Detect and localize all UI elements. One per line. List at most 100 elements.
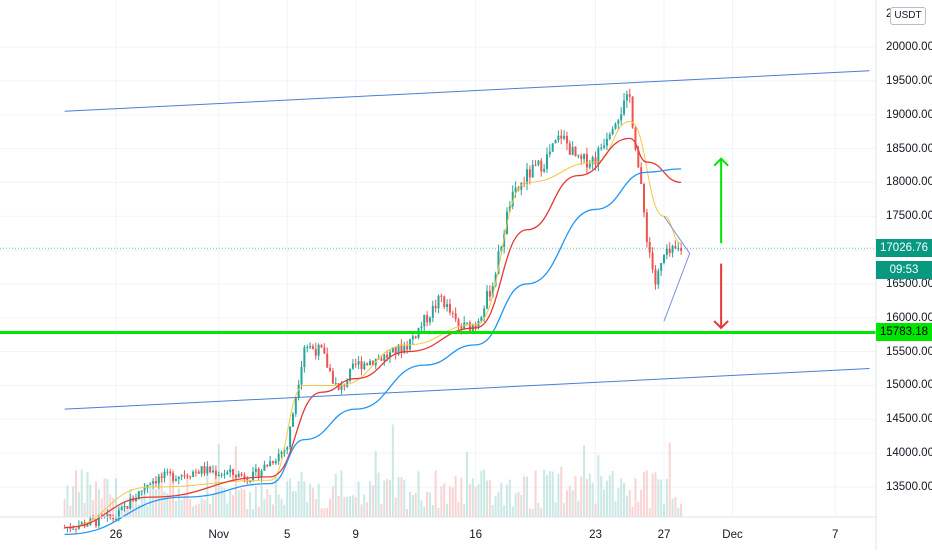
volume-bar	[571, 490, 574, 517]
volume-bar	[480, 470, 483, 517]
candle-body	[189, 476, 192, 478]
candle-body	[169, 471, 172, 474]
candle-body	[545, 154, 548, 169]
candle-body	[428, 317, 431, 323]
y-tick-label: 14000.00	[886, 447, 932, 460]
volume-bar	[309, 483, 312, 517]
candle-body	[394, 347, 397, 355]
candle-body	[457, 319, 460, 327]
currency-selector[interactable]: USDT	[890, 7, 926, 25]
candle-body	[311, 346, 314, 349]
volume-bar	[443, 483, 446, 517]
volume-bar	[77, 492, 80, 517]
volume-bar	[437, 508, 440, 517]
candle-body	[106, 514, 109, 518]
volume-bar	[357, 481, 360, 517]
volume-bar	[132, 494, 135, 517]
y-tick-label: 19500.00	[886, 74, 932, 87]
volume-bar	[183, 493, 186, 517]
volume-bar	[246, 508, 249, 517]
candle-body	[577, 155, 580, 157]
volume-bar	[551, 471, 554, 517]
moving-average-line	[64, 168, 682, 536]
candle-body	[240, 473, 243, 476]
volume-bar	[506, 484, 509, 517]
candle-body	[571, 146, 574, 155]
candle-body	[454, 313, 457, 320]
volume-bar	[280, 498, 283, 517]
volume-bar	[463, 504, 466, 517]
volume-bar	[209, 503, 212, 517]
candle-body	[448, 304, 451, 313]
volume-bar	[217, 444, 220, 517]
candle-body	[263, 464, 266, 471]
candle-body	[537, 160, 540, 165]
candle-body	[269, 461, 272, 467]
candle-body	[631, 96, 634, 128]
volume-bar	[226, 503, 229, 517]
candle-body	[77, 525, 80, 529]
volume-bar	[406, 508, 409, 517]
volume-bar	[585, 478, 588, 517]
volume-bar	[454, 476, 457, 517]
grid	[0, 0, 876, 517]
volume-bar	[594, 503, 597, 517]
volume-bar	[474, 487, 477, 517]
volume-bar	[277, 494, 280, 517]
candle-body	[349, 368, 352, 381]
volume-bar	[420, 500, 423, 517]
candle-body	[72, 528, 75, 530]
volume-bar	[645, 470, 648, 517]
volume-bar	[371, 485, 374, 517]
candle-body	[129, 498, 132, 509]
volume-bar	[291, 490, 294, 517]
candle-body	[334, 383, 337, 385]
volume-bar	[614, 501, 617, 517]
volume-bar	[180, 499, 183, 517]
volume-bar	[360, 504, 363, 517]
candle-body	[411, 336, 414, 340]
candle-body	[423, 315, 426, 327]
volume-bar	[303, 481, 306, 517]
volume-bar	[223, 487, 226, 517]
volume-bar	[266, 489, 269, 517]
volume-bar	[608, 475, 611, 517]
candle-body	[220, 474, 223, 476]
volume-bar	[263, 499, 266, 517]
candle-body	[397, 344, 400, 355]
candle-body	[257, 468, 260, 478]
candle-body	[585, 154, 588, 168]
candle-body	[163, 471, 166, 479]
candle-body	[252, 471, 254, 481]
volume-bar	[115, 478, 117, 517]
volume-bar	[651, 473, 654, 517]
volume-bar	[337, 495, 340, 517]
candle-body	[297, 384, 300, 398]
candle-body	[554, 140, 557, 144]
candle-body	[434, 305, 437, 309]
candle-body	[357, 361, 360, 365]
candle-body	[194, 471, 197, 473]
volume-bar	[237, 490, 240, 517]
volume-bar	[411, 494, 414, 517]
x-tick-label: 9	[352, 529, 359, 541]
candle-body	[500, 246, 503, 252]
volume-bar	[89, 484, 92, 517]
volume-bar	[671, 498, 674, 517]
candle-body	[620, 114, 623, 121]
volume-bar	[605, 480, 608, 517]
volume-bar	[528, 508, 531, 517]
support-price-tag: 15783.18	[876, 323, 932, 341]
candle-body	[323, 347, 326, 354]
candle-body	[283, 449, 286, 452]
candle-body	[303, 347, 306, 367]
volume-bar	[423, 506, 426, 517]
candle-body	[154, 481, 157, 484]
volume-bar	[466, 451, 469, 517]
volume-bar	[534, 470, 537, 517]
candle-body	[126, 506, 129, 509]
volume-bar	[109, 494, 112, 517]
x-tick-label: 5	[284, 529, 291, 541]
